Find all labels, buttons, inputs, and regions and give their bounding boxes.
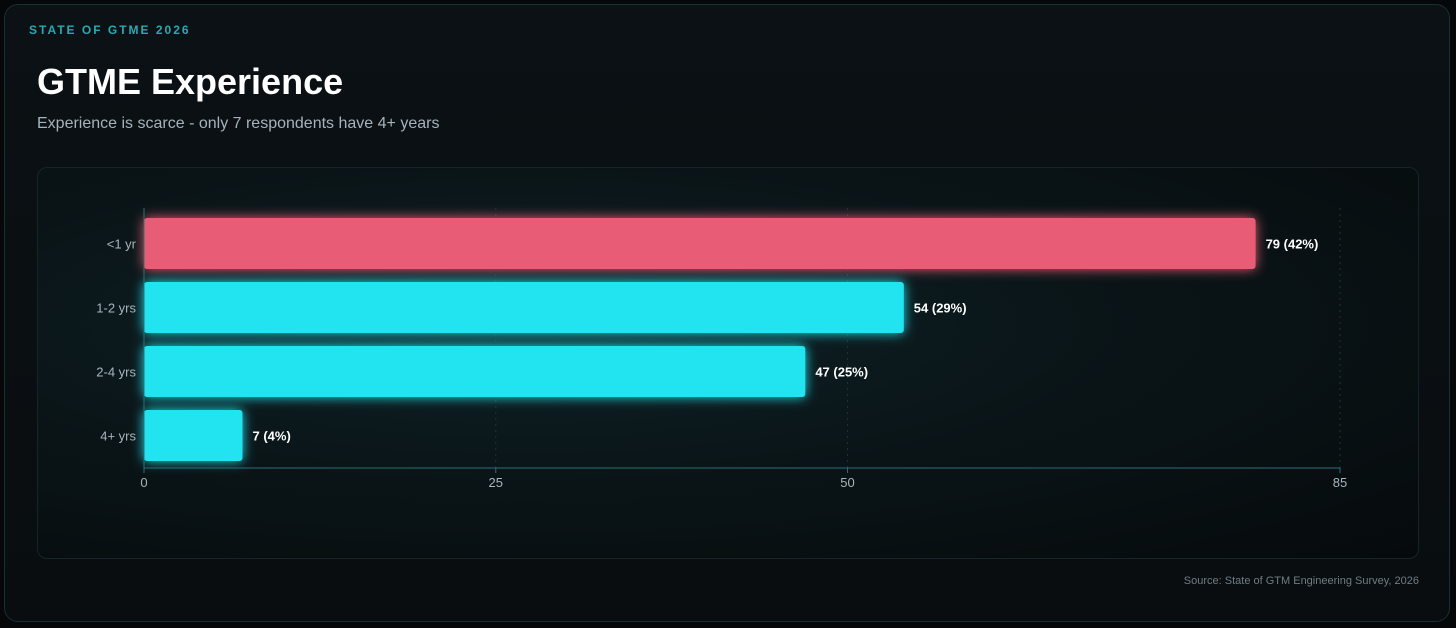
chart-panel: 79 (42%) 54 (29%) 47 (25%) 7 (4%) 0 25 50 85 <1…	[37, 167, 1419, 559]
x-tick-label: 25	[489, 475, 503, 490]
bar	[144, 410, 243, 461]
category-label: 2-4 yrs	[96, 365, 136, 380]
source-note: Source: State of GTM Engineering Survey,…	[1183, 575, 1419, 587]
bar	[144, 346, 806, 397]
x-tick-label: 0	[140, 475, 147, 490]
x-tick-label: 85	[1333, 475, 1347, 490]
chart-title: GTME Experience	[37, 61, 344, 102]
chart-card: STATE OF GTME 2026 GTME Experience Exper…	[4, 4, 1450, 622]
bar	[144, 218, 1256, 269]
eyebrow-label: STATE OF GTME 2026	[29, 23, 191, 37]
data-label: 79 (42%)	[1266, 237, 1319, 252]
chart-subtitle: Experience is scarce - only 7 respondent…	[37, 115, 440, 132]
category-label: <1 yr	[107, 237, 137, 252]
bar-layer: 79 (42%) 54 (29%) 47 (25%) 7 (4%)	[144, 218, 1318, 461]
data-label: 47 (25%)	[815, 365, 868, 380]
category-label: 1-2 yrs	[96, 301, 136, 316]
axis-layer: 0 25 50 85 <1 yr 1-2 yrs 2-4 yrs 4+ yrs	[96, 208, 1347, 490]
bar-chart: 79 (42%) 54 (29%) 47 (25%) 7 (4%) 0 25 50 85 <1…	[96, 208, 1347, 490]
data-label: 54 (29%)	[914, 301, 967, 316]
category-label: 4+ yrs	[100, 429, 136, 444]
x-tick-label: 50	[840, 475, 854, 490]
bar	[144, 282, 904, 333]
data-label: 7 (4%)	[252, 429, 290, 444]
